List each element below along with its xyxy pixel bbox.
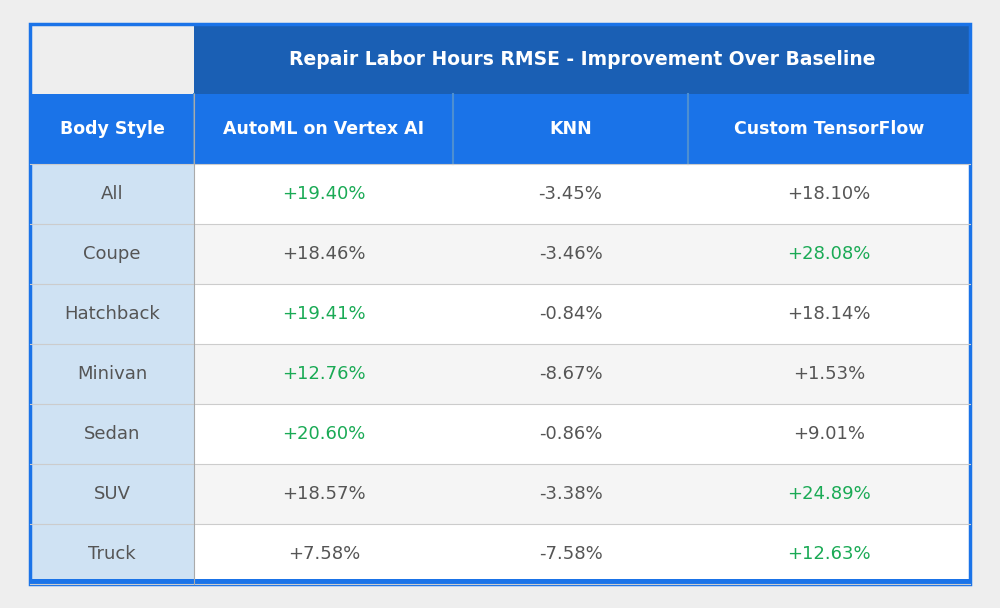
Text: +18.10%: +18.10% bbox=[787, 185, 871, 203]
Text: KNN: KNN bbox=[549, 120, 592, 138]
Bar bbox=[688, 464, 970, 523]
Bar bbox=[30, 523, 194, 584]
Bar bbox=[194, 464, 453, 523]
Text: Sedan: Sedan bbox=[84, 425, 140, 443]
Text: -8.67%: -8.67% bbox=[539, 365, 602, 383]
Bar bbox=[453, 164, 688, 224]
Bar bbox=[453, 464, 688, 523]
Text: +28.08%: +28.08% bbox=[787, 245, 871, 263]
Text: +19.41%: +19.41% bbox=[282, 305, 366, 323]
Text: Repair Labor Hours RMSE - Improvement Over Baseline: Repair Labor Hours RMSE - Improvement Ov… bbox=[289, 50, 876, 69]
Text: +19.40%: +19.40% bbox=[282, 185, 366, 203]
Bar bbox=[453, 344, 688, 404]
Bar bbox=[688, 404, 970, 464]
Text: SUV: SUV bbox=[94, 485, 131, 503]
Text: -3.38%: -3.38% bbox=[539, 485, 602, 503]
Bar bbox=[194, 164, 453, 224]
Bar bbox=[453, 224, 688, 284]
Bar bbox=[30, 464, 194, 523]
Bar bbox=[688, 224, 970, 284]
Bar bbox=[453, 94, 688, 164]
Text: Minivan: Minivan bbox=[77, 365, 147, 383]
Text: +12.63%: +12.63% bbox=[787, 545, 871, 563]
Text: +18.14%: +18.14% bbox=[787, 305, 871, 323]
Bar bbox=[688, 284, 970, 344]
Text: Body Style: Body Style bbox=[60, 120, 165, 138]
Bar bbox=[194, 344, 453, 404]
Bar bbox=[30, 24, 194, 94]
Bar bbox=[194, 404, 453, 464]
Text: +7.58%: +7.58% bbox=[288, 545, 360, 563]
Bar bbox=[194, 523, 453, 584]
Bar bbox=[194, 94, 453, 164]
Text: +12.76%: +12.76% bbox=[282, 365, 366, 383]
Text: Coupe: Coupe bbox=[83, 245, 141, 263]
Text: -0.84%: -0.84% bbox=[539, 305, 602, 323]
Bar bbox=[453, 404, 688, 464]
Text: AutoML on Vertex AI: AutoML on Vertex AI bbox=[223, 120, 424, 138]
Bar bbox=[688, 94, 970, 164]
Bar bbox=[194, 24, 970, 94]
Text: -3.45%: -3.45% bbox=[539, 185, 602, 203]
Text: +24.89%: +24.89% bbox=[787, 485, 871, 503]
Bar bbox=[194, 284, 453, 344]
Text: -7.58%: -7.58% bbox=[539, 545, 602, 563]
Bar bbox=[453, 284, 688, 344]
Bar bbox=[688, 164, 970, 224]
Text: -3.46%: -3.46% bbox=[539, 245, 602, 263]
Text: +18.46%: +18.46% bbox=[282, 245, 366, 263]
Text: -0.86%: -0.86% bbox=[539, 425, 602, 443]
Text: +20.60%: +20.60% bbox=[282, 425, 365, 443]
Text: +1.53%: +1.53% bbox=[793, 365, 865, 383]
Bar bbox=[30, 404, 194, 464]
Bar bbox=[30, 284, 194, 344]
Text: +9.01%: +9.01% bbox=[793, 425, 865, 443]
Text: All: All bbox=[101, 185, 124, 203]
Bar bbox=[688, 523, 970, 584]
Bar bbox=[688, 344, 970, 404]
Bar bbox=[194, 224, 453, 284]
Text: Custom TensorFlow: Custom TensorFlow bbox=[734, 120, 924, 138]
Bar bbox=[30, 344, 194, 404]
Bar bbox=[30, 224, 194, 284]
Bar bbox=[30, 94, 194, 164]
Text: Hatchback: Hatchback bbox=[64, 305, 160, 323]
Bar bbox=[453, 523, 688, 584]
Text: +18.57%: +18.57% bbox=[282, 485, 366, 503]
Text: Truck: Truck bbox=[88, 545, 136, 563]
Bar bbox=[30, 164, 194, 224]
Bar bbox=[30, 579, 970, 584]
